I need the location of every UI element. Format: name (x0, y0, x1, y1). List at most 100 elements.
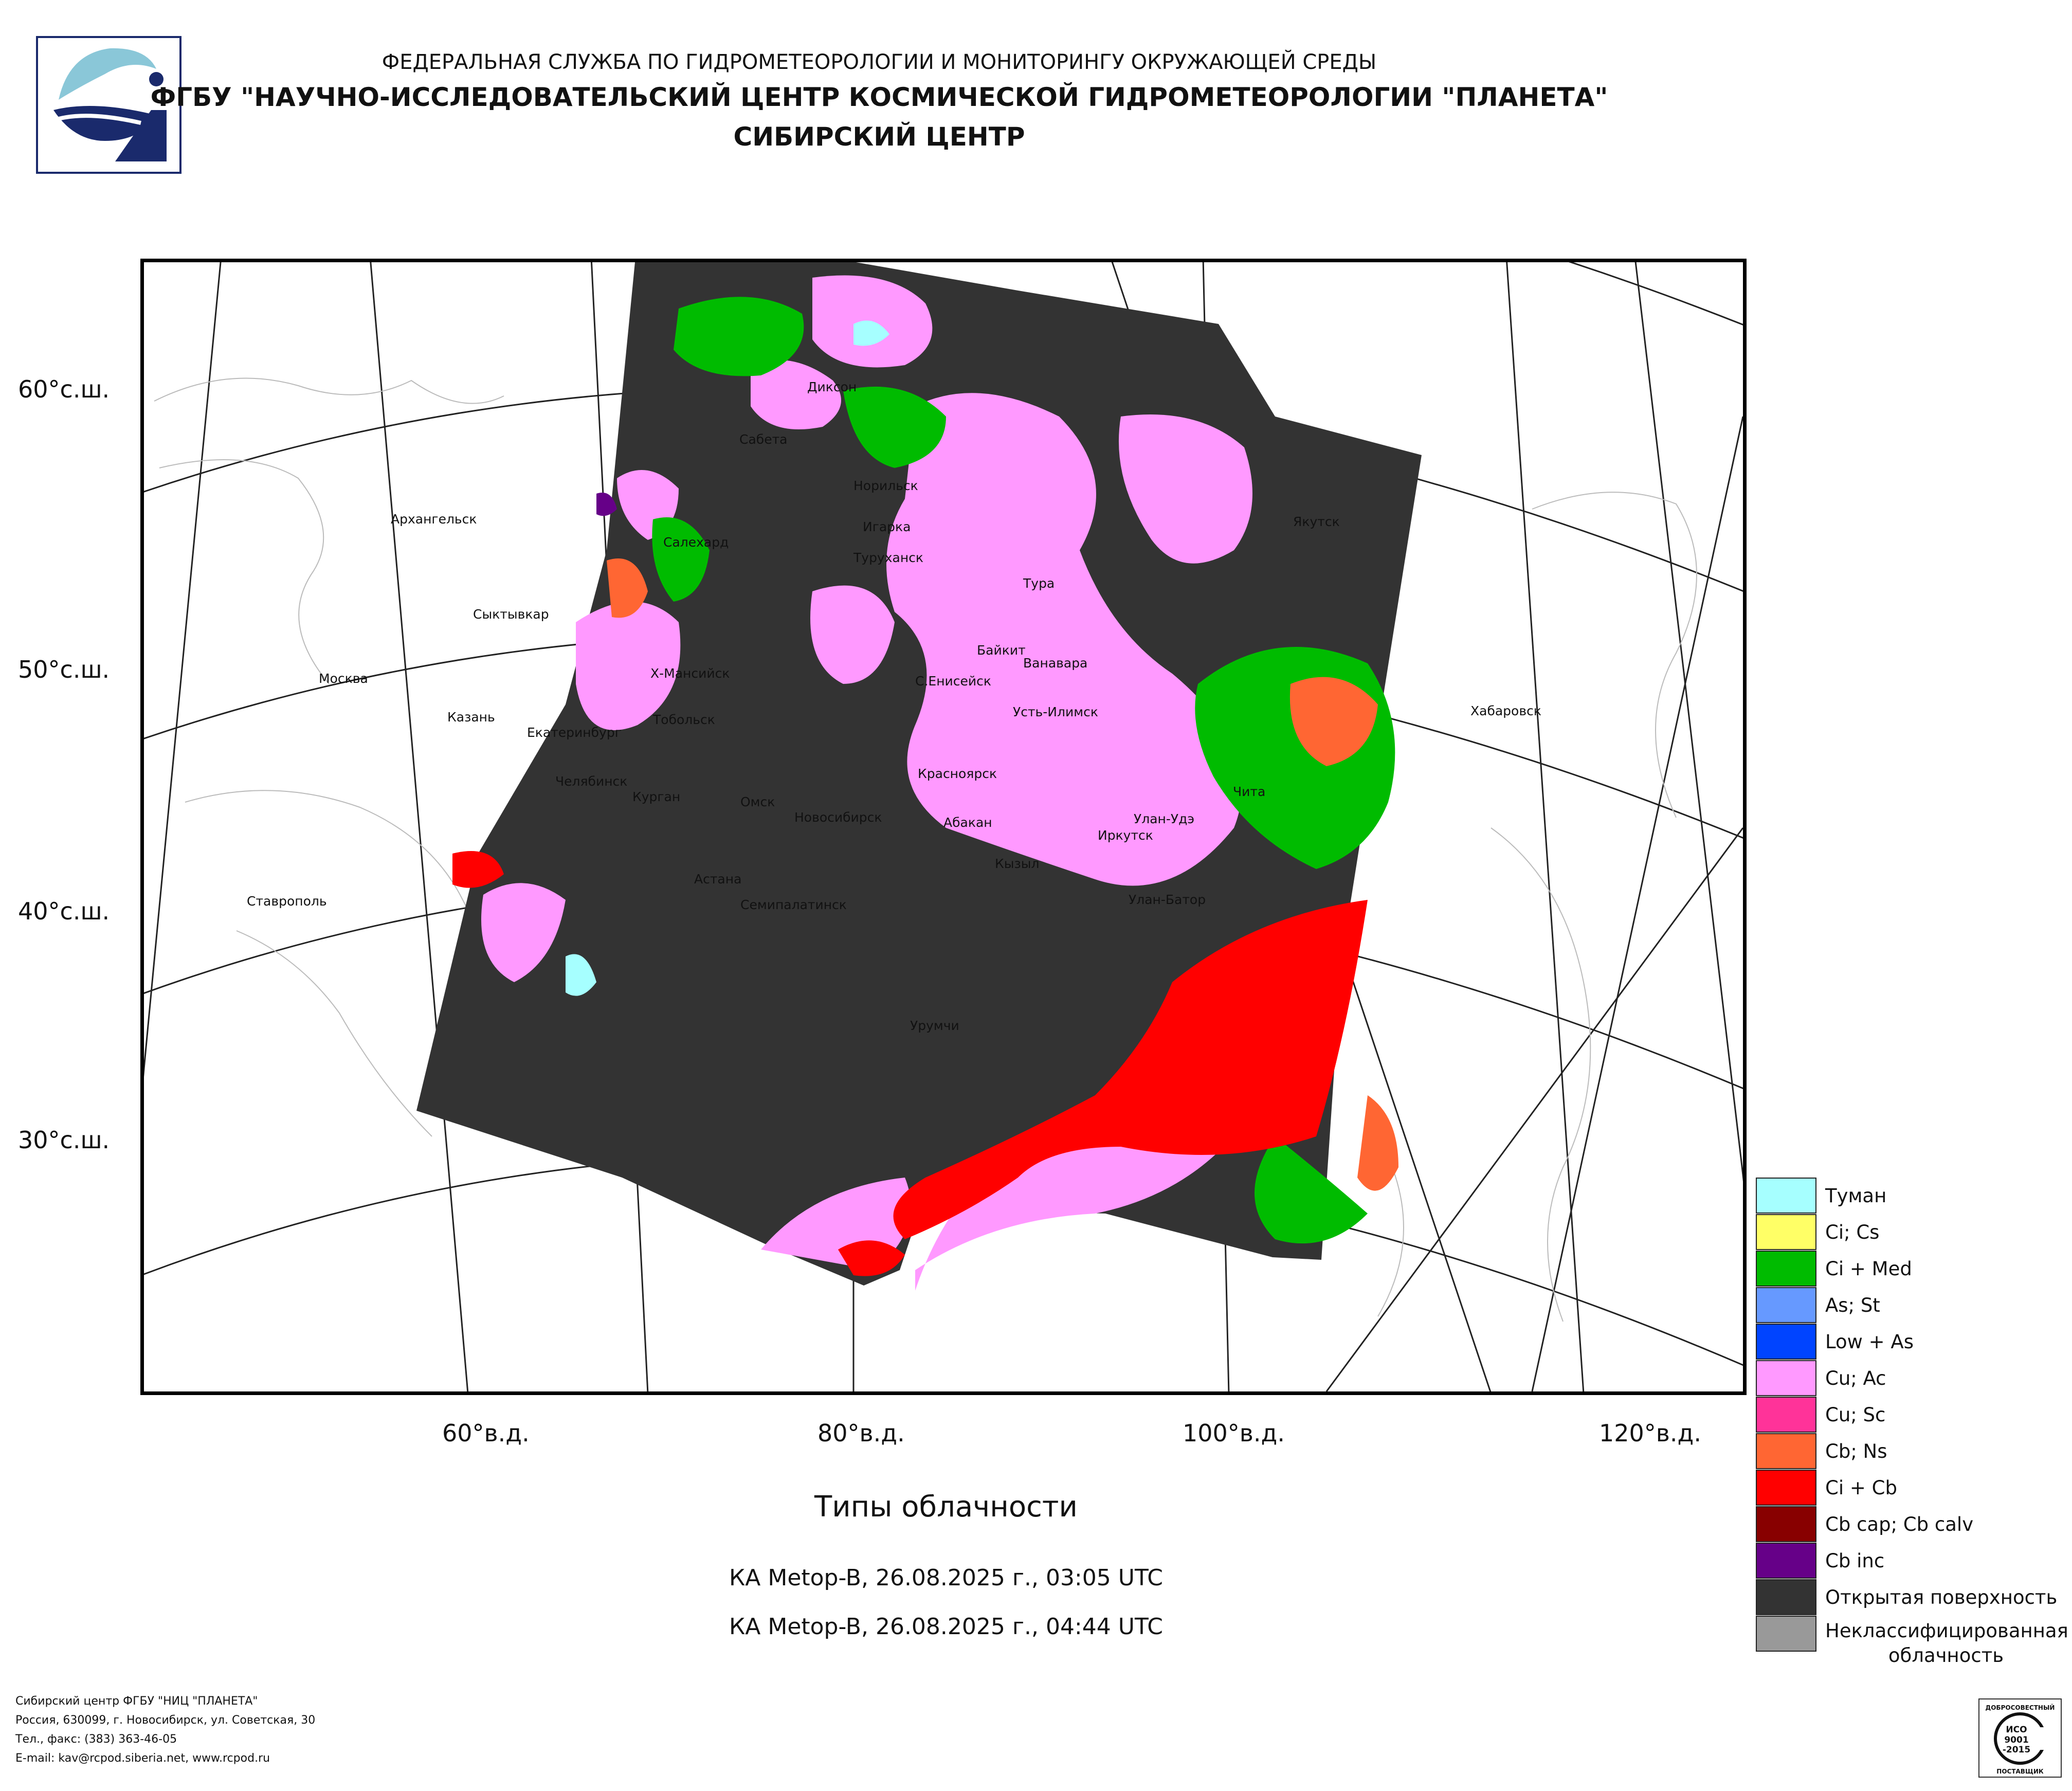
header-center: СИБИРСКИЙ ЦЕНТР (733, 122, 1025, 152)
legend-label: Ci + Med (1825, 1258, 1912, 1280)
legend-swatch (1756, 1433, 1816, 1469)
legend-swatch (1756, 1543, 1816, 1579)
city-baikit: Байкит (977, 643, 1026, 658)
city-dikson: Диксон (807, 379, 857, 394)
city-khabarovsk: Хабаровск (1470, 703, 1541, 718)
satellite-swath (416, 262, 1422, 1291)
legend-label: Cu; Ac (1825, 1367, 1886, 1389)
iso-bottom-text: ПОСТАВЩИК (1996, 1768, 2044, 1775)
legend-swatch (1756, 1251, 1816, 1287)
city-omsk: Омск (740, 794, 775, 809)
cloud-type-map: Диксон Сабета Норильск Игарка Туруханск … (140, 259, 1747, 1395)
lat-label-50: 50°с.ш. (18, 656, 110, 683)
lat-label-40: 40°с.ш. (18, 897, 110, 925)
legend-swatch (1756, 1214, 1816, 1250)
city-krasnoyarsk: Красноярск (918, 766, 997, 781)
legend-swatch (1756, 1287, 1816, 1323)
legend-swatch (1756, 1324, 1816, 1360)
iso-9001-badge: ДОБРОСОВЕСТНЫЙ ИСО 9001 -2015 ПОСТАВЩИК (1978, 1698, 2062, 1778)
city-arkhangelsk: Архангельск (391, 512, 477, 527)
footer-email: E-mail: kav@rcpod.siberia.net, www.rcpod… (15, 1752, 270, 1765)
city-syktyvkar: Сыктывкар (473, 607, 549, 622)
iso-top-text: ДОБРОСОВЕСТНЫЙ (1986, 1704, 2055, 1711)
lon-label-80: 80°в.д. (817, 1419, 905, 1447)
legend-label: Ci + Cb (1825, 1477, 1897, 1499)
footer-org: Сибирский центр ФГБУ "НИЦ "ПЛАНЕТА" (15, 1695, 258, 1708)
iso-line1: ИСО (2006, 1725, 2027, 1735)
city-ulan-bator: Улан-Батор (1129, 892, 1206, 907)
legend-item-open-surface: Открытая поверхность (1756, 1579, 2069, 1615)
legend-label: Cb cap; Cb calv (1825, 1513, 1974, 1535)
legend-label: Cu; Sc (1825, 1404, 1886, 1426)
legend-item-cb-inc: Cb inc (1756, 1543, 2069, 1579)
legend-label: Туман (1825, 1185, 1887, 1207)
legend-item-as-st: As; St (1756, 1287, 2069, 1323)
legend-swatch (1756, 1470, 1816, 1506)
lon-label-120: 120°в.д. (1599, 1419, 1701, 1447)
legend-label: Неклассифицированная облачность (1825, 1620, 2068, 1667)
footer-contacts: Сибирский центр ФГБУ "НИЦ "ПЛАНЕТА" Росс… (15, 1692, 315, 1768)
city-vanavara: Ванавара (1023, 656, 1088, 671)
legend-label: Открытая поверхность (1825, 1586, 2058, 1608)
legend-item-cb-cap: Cb cap; Cb calv (1756, 1506, 2069, 1542)
city-stavropol: Ставрополь (247, 894, 327, 909)
lat-label-60: 60°с.ш. (18, 375, 110, 403)
city-novosibirsk: Новосибирск (794, 810, 882, 825)
legend-item-ci-med: Ci + Med (1756, 1251, 2069, 1287)
iso-line2: 9001 (2004, 1735, 2028, 1745)
map-title: Типы облачности (814, 1490, 1078, 1524)
legend-swatch (1756, 1579, 1816, 1615)
city-irkutsk: Иркутск (1098, 828, 1153, 843)
city-astana: Астана (694, 872, 742, 887)
satellite-pass-1: КА Metop-B, 26.08.2025 г., 03:05 UTC (729, 1565, 1163, 1591)
city-s-eniseisk: С.Енисейск (915, 674, 992, 689)
city-sabeta: Сабета (739, 432, 788, 447)
legend-label: Cb; Ns (1825, 1440, 1887, 1462)
city-salekhard: Салехард (663, 535, 729, 550)
legend-swatch (1756, 1397, 1816, 1433)
legend-item-ci-cb: Ci + Cb (1756, 1470, 2069, 1506)
city-chelyabinsk: Челябинск (555, 774, 628, 789)
footer-address: Россия, 630099, г. Новосибирск, ул. Сове… (15, 1714, 316, 1727)
city-ulan-ude: Улан-Удэ (1134, 811, 1195, 826)
city-chita: Чита (1233, 784, 1266, 799)
city-moscow: Москва (319, 671, 368, 686)
header-agency: ФЕДЕРАЛЬНАЯ СЛУЖБА ПО ГИДРОМЕТЕОРОЛОГИИ … (381, 50, 1377, 74)
legend-swatch (1756, 1178, 1816, 1214)
legend-item-cu-ac: Cu; Ac (1756, 1360, 2069, 1396)
legend-item-ci-cs: Ci; Cs (1756, 1214, 2069, 1250)
city-kazan: Казань (447, 710, 495, 725)
city-urumqi: Урумчи (910, 1018, 959, 1033)
city-norilsk: Норильск (853, 478, 918, 493)
city-yekaterinburg: Екатеринбург (527, 725, 622, 740)
legend-label: As; St (1825, 1294, 1880, 1316)
legend-item-cu-sc: Cu; Sc (1756, 1397, 2069, 1433)
legend-label: Ci; Cs (1825, 1221, 1880, 1243)
city-tobolsk: Тобольск (653, 712, 715, 727)
legend-item-fog: Туман (1756, 1178, 2069, 1214)
city-tura: Тура (1023, 576, 1055, 591)
satellite-pass-2: КА Metop-B, 26.08.2025 г., 04:44 UTC (729, 1614, 1163, 1640)
legend-label: Cb inc (1825, 1550, 1885, 1572)
city-igarka: Игарка (863, 519, 911, 534)
city-yakutsk: Якутск (1293, 514, 1340, 529)
legend-swatch (1756, 1616, 1816, 1652)
header-institute: ФГБУ "НАУЧНО-ИССЛЕДОВАТЕЛЬСКИЙ ЦЕНТР КОС… (150, 82, 1608, 112)
city-kh-mansiysk: Х-Мансийск (650, 666, 730, 681)
lon-label-60: 60°в.д. (442, 1419, 530, 1447)
city-kurgan: Курган (632, 789, 681, 804)
lon-label-100: 100°в.д. (1183, 1419, 1285, 1447)
iso-line3: -2015 (2003, 1745, 2030, 1755)
city-semipalatinsk: Семипалатинск (740, 897, 847, 912)
legend-item-unclassified: Неклассифицированная облачность (1756, 1616, 2069, 1667)
lat-label-30: 30°с.ш. (18, 1126, 110, 1154)
legend-swatch (1756, 1360, 1816, 1396)
legend-item-cb-ns: Cb; Ns (1756, 1433, 2069, 1469)
planeta-logo (36, 36, 181, 174)
legend-swatch (1756, 1506, 1816, 1542)
city-ust-ilimsk: Усть-Илимск (1013, 704, 1098, 719)
city-turukhansk: Туруханск (853, 550, 924, 565)
footer-phone: Тел., факс: (383) 363-46-05 (15, 1733, 177, 1746)
legend-label: Low + As (1825, 1331, 1914, 1353)
city-abakan: Абакан (943, 815, 992, 830)
